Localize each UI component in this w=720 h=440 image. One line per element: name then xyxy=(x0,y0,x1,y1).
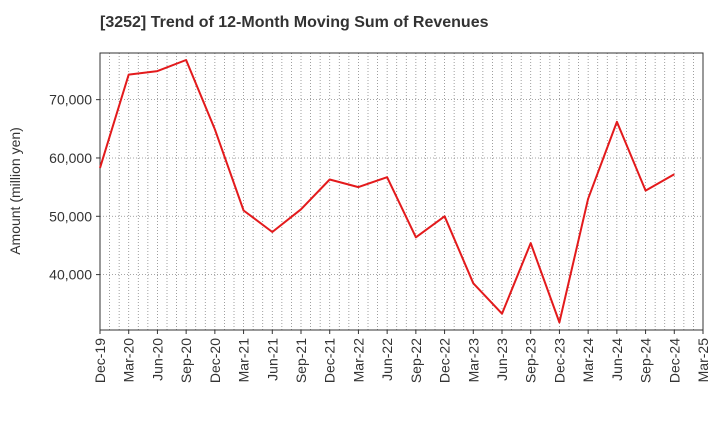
y-tick-label: 60,000 xyxy=(49,150,92,166)
plot-frame xyxy=(99,52,704,331)
x-axis: Dec-19 Mar-20 Jun-20 Sep-20 Dec-20 Mar-21 Jun-… xyxy=(92,330,711,383)
y-tick-label: 50,000 xyxy=(49,208,92,224)
x-tick-label: Dec-19 xyxy=(92,338,108,383)
grid-layer xyxy=(100,53,703,330)
x-tick-label: Mar-24 xyxy=(580,338,596,383)
x-tick-label: Mar-20 xyxy=(121,338,137,383)
series-layer xyxy=(99,59,675,324)
x-tick-label: Jun-20 xyxy=(149,338,165,381)
y-axis: 40,000 50,000 60,000 70,000 xyxy=(49,92,100,283)
y-tick-label: 40,000 xyxy=(49,267,92,283)
series-line xyxy=(99,59,675,324)
x-tick-label: Dec-21 xyxy=(322,338,338,383)
x-tick-label: Sep-24 xyxy=(638,338,654,383)
x-tick-label: Dec-23 xyxy=(551,338,567,383)
x-tick-label: Dec-24 xyxy=(666,338,682,383)
y-tick-label: 70,000 xyxy=(49,92,92,108)
x-tick-label: Sep-20 xyxy=(178,338,194,383)
x-tick-label: Mar-25 xyxy=(695,338,711,383)
x-tick-label: Mar-21 xyxy=(236,338,252,383)
x-tick-label: Sep-23 xyxy=(523,338,539,383)
y-axis-label: Amount (million yen) xyxy=(7,127,23,255)
chart-title: [3252] Trend of 12-Month Moving Sum of R… xyxy=(100,14,489,31)
x-tick-label: Jun-22 xyxy=(379,338,395,381)
x-tick-label: Dec-22 xyxy=(437,338,453,383)
x-tick-label: Mar-22 xyxy=(350,338,366,383)
x-tick-label: Dec-20 xyxy=(207,338,223,383)
x-tick-label: Jun-23 xyxy=(494,338,510,381)
x-tick-label: Jun-24 xyxy=(609,338,625,381)
x-tick-label: Sep-22 xyxy=(408,338,424,383)
x-tick-label: Mar-23 xyxy=(465,338,481,383)
x-tick-label: Sep-21 xyxy=(293,338,309,383)
x-tick-label: Jun-21 xyxy=(264,338,280,381)
